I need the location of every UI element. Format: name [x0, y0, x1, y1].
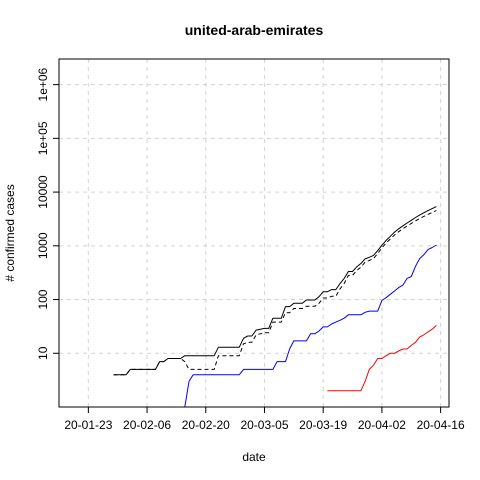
- x-tick-label: 20-02-20: [182, 418, 230, 432]
- chart-title: united-arab-emirates: [185, 22, 324, 38]
- y-tick-label: 1e+05: [36, 121, 50, 155]
- y-tick-label: 10: [36, 346, 50, 360]
- x-tick-label: 20-01-23: [64, 418, 112, 432]
- x-tick-label: 20-04-16: [417, 418, 465, 432]
- x-tick-label: 20-03-19: [299, 418, 347, 432]
- y-axis-label: # confirmed cases: [3, 184, 17, 281]
- x-axis-label: date: [242, 450, 266, 464]
- x-axis: 20-01-23 20-02-06 20-02-20 20-03-05 20-03-19…: [64, 406, 465, 432]
- y-axis: 10 100 1000 10000 1e+05 1e+06: [36, 67, 60, 360]
- grid-lines: [59, 59, 449, 407]
- series-line-0: [113, 206, 437, 376]
- x-tick-label: 20-03-05: [240, 418, 288, 432]
- y-tick-label: 10000: [36, 175, 50, 209]
- series-line-3: [327, 325, 437, 392]
- x-tick-label: 20-04-02: [358, 418, 406, 432]
- y-tick-label: 1e+06: [36, 67, 50, 101]
- y-tick-label: 100: [36, 289, 50, 309]
- plot-frame: [58, 58, 450, 408]
- x-tick-label: 20-02-06: [123, 418, 171, 432]
- series-lines: [113, 206, 437, 408]
- series-line-1: [113, 210, 437, 376]
- y-tick-label: 1000: [36, 232, 50, 259]
- series-line-2: [176, 244, 437, 408]
